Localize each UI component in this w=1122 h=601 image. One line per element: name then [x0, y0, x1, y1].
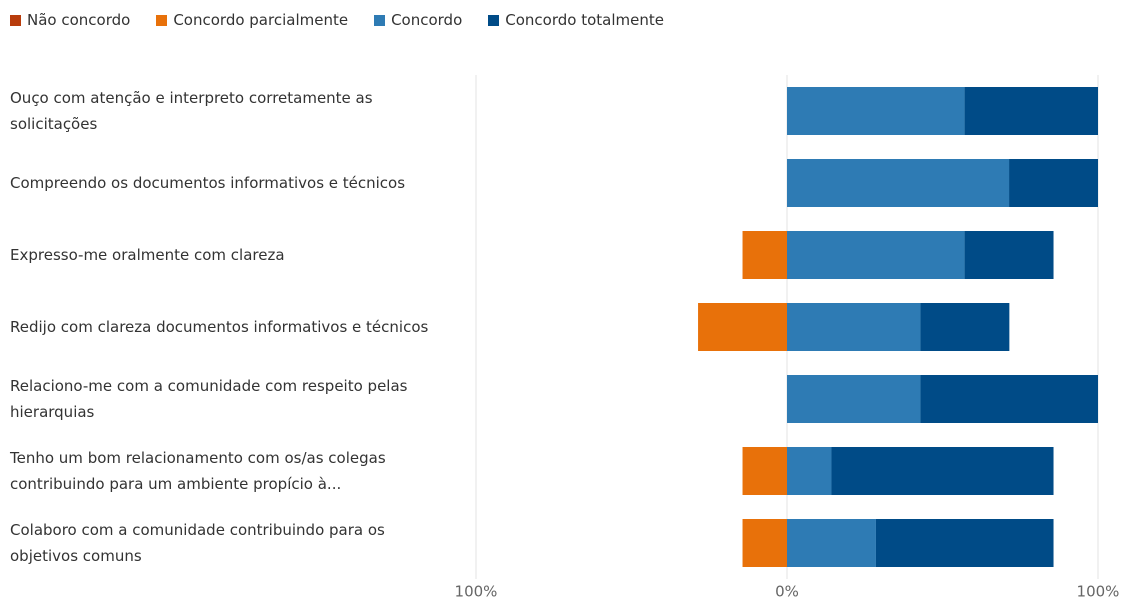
bar-segment — [787, 231, 965, 279]
bar-segment — [742, 231, 787, 279]
legend-item: Concordo totalmente — [488, 11, 664, 29]
bar-segment — [787, 303, 921, 351]
legend: Não concordo Concordo parcialmente Concord… — [10, 11, 664, 29]
category-label: Ouço com atenção e interpreto corretamen… — [10, 89, 373, 133]
bar-segment — [964, 87, 1098, 135]
bar-segment — [875, 519, 1054, 567]
bar-segment — [787, 87, 965, 135]
category-label: Colaboro com a comunidade contribuindo p… — [10, 521, 385, 565]
legend-label: Não concordo — [27, 11, 131, 29]
legend-swatch — [10, 14, 21, 26]
bar-segment — [787, 159, 1010, 207]
category-label: Relaciono-me com a comunidade com respei… — [10, 377, 408, 421]
x-tick-label: 100% — [1077, 583, 1120, 601]
legend-label: Concordo — [391, 11, 463, 29]
bar-segment — [742, 447, 787, 495]
legend-swatch — [488, 14, 500, 26]
bar-segment — [787, 447, 832, 495]
legend-swatch — [156, 14, 168, 26]
category-label: Redijo com clareza documentos informativ… — [10, 318, 429, 336]
bar-segment — [964, 231, 1054, 279]
bar-segment — [698, 303, 787, 351]
x-tick-label: 100% — [455, 583, 498, 601]
legend-item: Concordo parcialmente — [156, 11, 348, 29]
category-label: Tenho um bom relacionamento com os/as co… — [10, 449, 386, 493]
bar-segment — [787, 375, 921, 423]
legend-label: Concordo parcialmente — [173, 11, 349, 29]
bar-segment — [920, 375, 1098, 423]
legend-swatch — [374, 14, 386, 26]
category-label: Expresso-me oralmente com clareza — [10, 246, 285, 264]
bar-segment — [920, 303, 1010, 351]
bar-segment — [742, 519, 787, 567]
legend-item: Concordo — [374, 11, 462, 29]
category-label: Compreendo os documentos informativos e … — [10, 174, 406, 192]
legend-label: Concordo totalmente — [505, 11, 664, 29]
bar-segment — [787, 519, 876, 567]
legend-item: Não concordo — [10, 11, 130, 29]
bar-segment — [831, 447, 1054, 495]
bar-segment — [1009, 159, 1098, 207]
x-tick-label: 0% — [775, 583, 799, 601]
